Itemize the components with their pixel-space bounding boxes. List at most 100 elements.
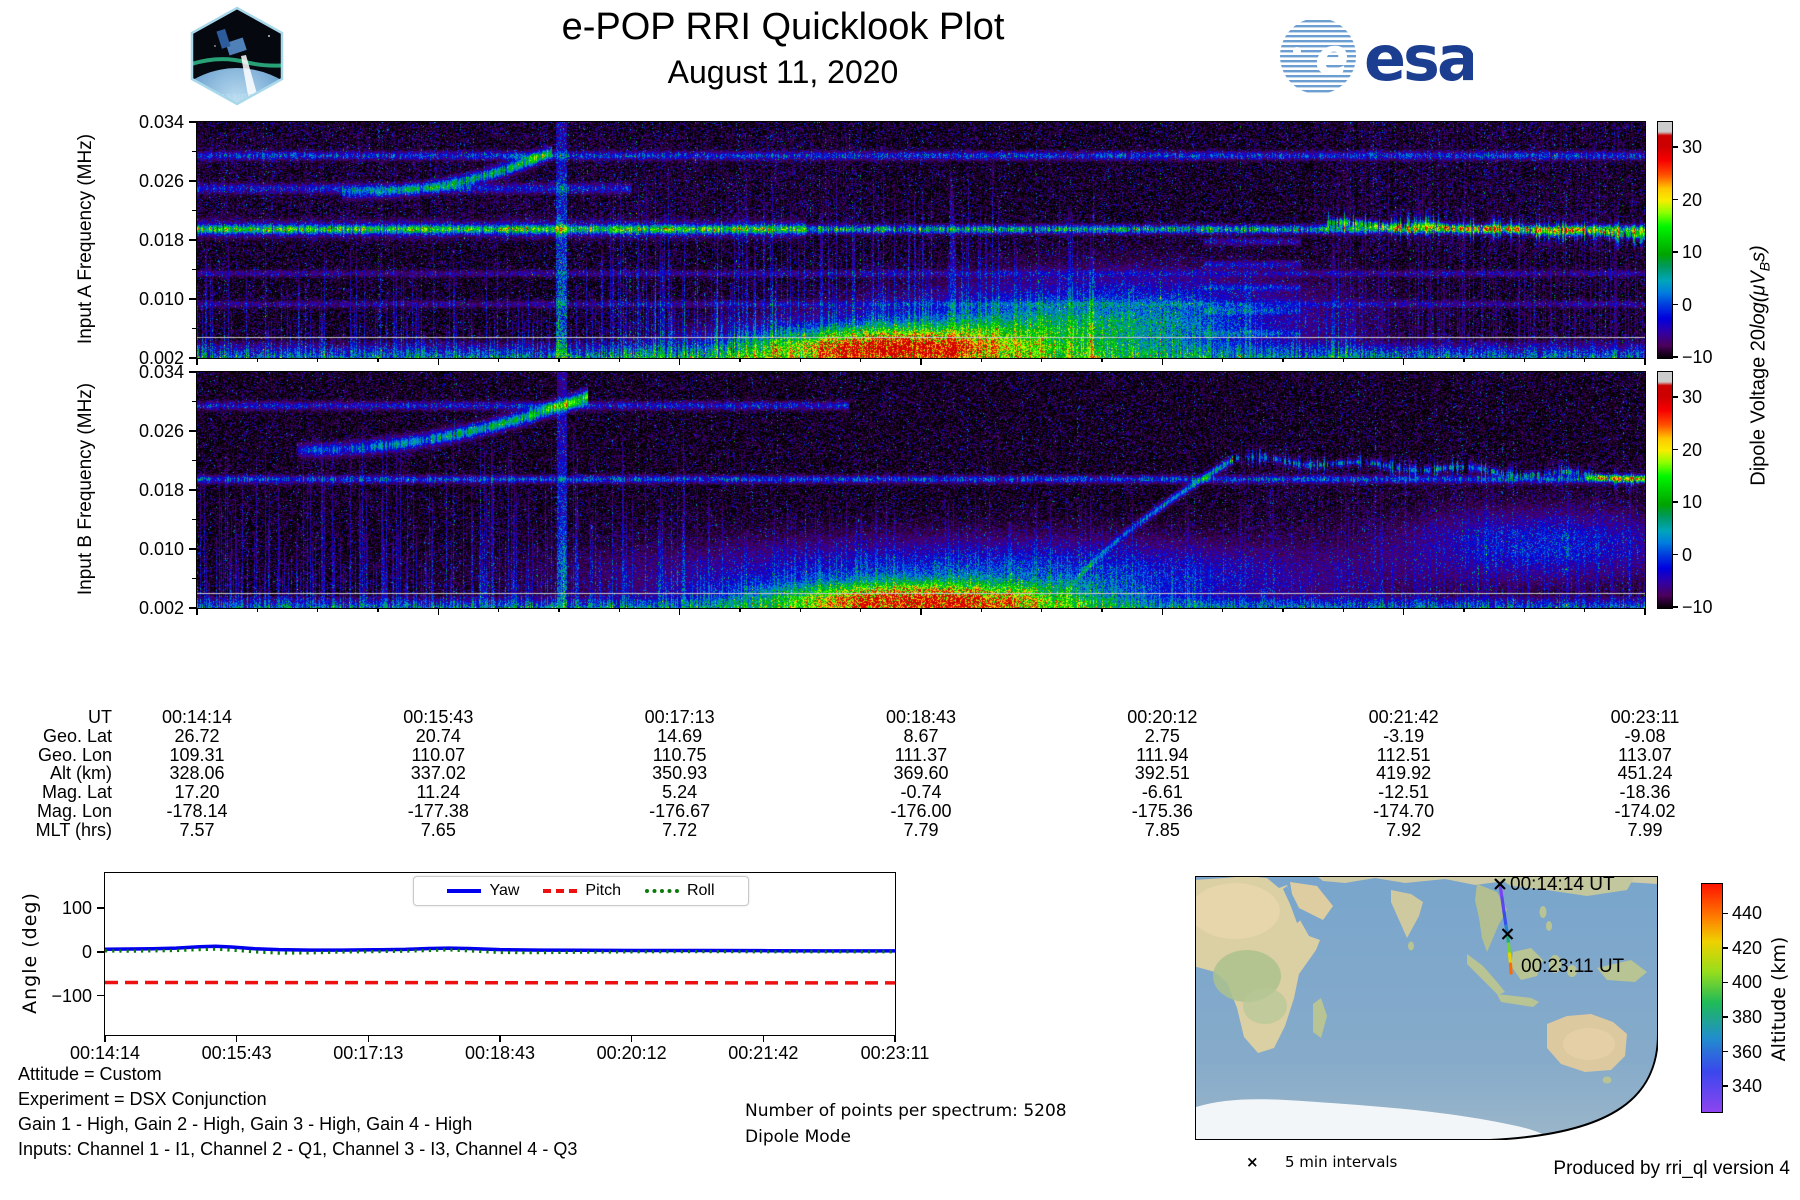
y-tick-label: 0.026 (138, 171, 184, 191)
x-tick (1101, 358, 1103, 362)
colorbar-tick (1672, 303, 1678, 306)
altitude-tick (1722, 981, 1728, 984)
ephemeris-row-label: Mag. Lon (36, 801, 112, 821)
x-tick (618, 608, 621, 612)
ylabel-input-a: Input A Frequency (MHz) (75, 133, 96, 345)
y-tick-label: 0.010 (138, 539, 184, 559)
colorbar-tick (1672, 606, 1678, 608)
marker-legend: 5 min intervals (1285, 1153, 1398, 1171)
continents (1195, 876, 1658, 1140)
legend-label-pitch: Pitch (585, 882, 621, 899)
colorbar-altitude-label: Altitude (km) (1768, 936, 1790, 1062)
pitch-line-sample-icon (543, 889, 578, 893)
cb-label-open: (μV (1747, 271, 1770, 303)
x-tick (1402, 608, 1405, 615)
y-tick-label: 0.002 (138, 348, 184, 368)
ephemeris-value: 109.31 (169, 744, 225, 765)
esa-logo-icon: e esa (1280, 18, 1473, 95)
map-border (1195, 876, 1658, 1140)
x-tick (678, 608, 681, 615)
x-tick (1644, 358, 1646, 365)
ephemeris-value: 11.24 (416, 782, 461, 803)
antarctica (1195, 1099, 1551, 1140)
x-tick (1342, 608, 1345, 612)
ephemeris-value: -9.08 (1624, 725, 1666, 746)
ephemeris-value: 337.02 (410, 763, 466, 784)
ephemeris-value: -174.02 (1614, 801, 1676, 821)
x-tick (920, 358, 922, 365)
cassiope-mission-patch-icon: CASSIOPE (190, 6, 284, 106)
angle-y-tick (97, 951, 105, 953)
colorbar-tick-label: 30 (1682, 387, 1703, 408)
y-minor-tick (192, 268, 197, 271)
y-minor-tick (192, 327, 197, 330)
x-tick (377, 358, 379, 362)
x-tick (1282, 608, 1284, 612)
y-tick (189, 607, 197, 609)
ephemeris-row-label: Alt (km) (50, 763, 112, 784)
altitude-tick-label: 400 (1732, 972, 1763, 993)
roll-line-sample-icon (644, 889, 679, 893)
x-tick (256, 358, 259, 362)
x-tick (1221, 608, 1224, 612)
x-tick (1523, 608, 1526, 612)
y-tick-label: 0.026 (138, 421, 184, 441)
colorbar-tick (1672, 501, 1678, 503)
angle-x-tick-label: 00:14:14 (69, 1043, 141, 1063)
x-tick (437, 358, 440, 365)
ephemeris-value: 7.79 (903, 819, 939, 840)
y-tick (189, 371, 197, 373)
x-tick (1040, 358, 1043, 362)
colorbar-tick (1672, 448, 1678, 451)
ephemeris-value: 111.94 (1136, 744, 1189, 765)
ephemeris-value: 350.93 (652, 763, 708, 784)
ephemeris-row-label: MLT (hrs) (35, 819, 112, 840)
x-tick (859, 358, 862, 362)
annotation-npoints: Number of points per spectrum: 5208 (745, 1101, 1067, 1121)
cb-label-sub: B (1756, 261, 1773, 272)
y-tick (189, 239, 197, 241)
colorbar-tick-label: −10 (1682, 347, 1713, 367)
colorbar-tick-label: 0 (1682, 544, 1693, 565)
ephemeris-value: 369.60 (893, 763, 949, 784)
ephemeris-value: 419.92 (1376, 763, 1432, 784)
angle-y-tick-label: 100 (61, 898, 92, 919)
cb-label-pre: Dipole Voltage 20 (1747, 328, 1770, 486)
colorbar-tick-label: 20 (1682, 439, 1703, 460)
ephemeris-value: -174.70 (1373, 801, 1435, 821)
colorbar-tick (1672, 396, 1678, 398)
ephemeris-value: 00:23:11 (1610, 707, 1680, 727)
x-tick (437, 608, 440, 615)
map-body (1195, 876, 1658, 1140)
altitude-tick-label: 360 (1732, 1041, 1763, 1062)
angle-x-tick-label: 00:18:43 (464, 1043, 536, 1063)
page-title: e-POP RRI Quicklook Plot (561, 6, 1005, 48)
produced-by: Produced by rri_ql version 4 (1553, 1158, 1790, 1179)
trajectory-segment (1500, 896, 1506, 914)
colorbar-label: Dipole Voltage 20log(μVBs) (1748, 96, 1773, 636)
angle-x-tick (235, 1035, 238, 1042)
ephemeris-row-label: Geo. Lat (42, 725, 112, 746)
ephemeris-value: 00:15:43 (403, 707, 474, 727)
x-tick (497, 608, 500, 612)
x-tick (196, 358, 198, 365)
x-tick (739, 608, 741, 612)
y-minor-tick (192, 577, 197, 580)
angle-x-tick (894, 1035, 896, 1042)
x-tick (558, 358, 560, 362)
x-tick (1040, 608, 1043, 612)
colorbar-tick-label: 10 (1682, 492, 1703, 513)
trajectory-segment (1498, 882, 1504, 900)
x-tick (256, 608, 259, 612)
angle-x-tick-label: 00:21:42 (728, 1043, 799, 1063)
ephemeris-row-label: Mag. Lat (41, 782, 112, 803)
y-tick (189, 489, 197, 491)
altitude-tick (1722, 912, 1728, 915)
altitude-tick (1722, 1050, 1728, 1053)
ephemeris-value: -0.74 (900, 782, 942, 803)
ephemeris-value: 14.69 (657, 725, 703, 746)
ephemeris-value: -178.14 (166, 801, 228, 821)
svg-text:e: e (1315, 28, 1349, 86)
x-tick (980, 608, 983, 612)
